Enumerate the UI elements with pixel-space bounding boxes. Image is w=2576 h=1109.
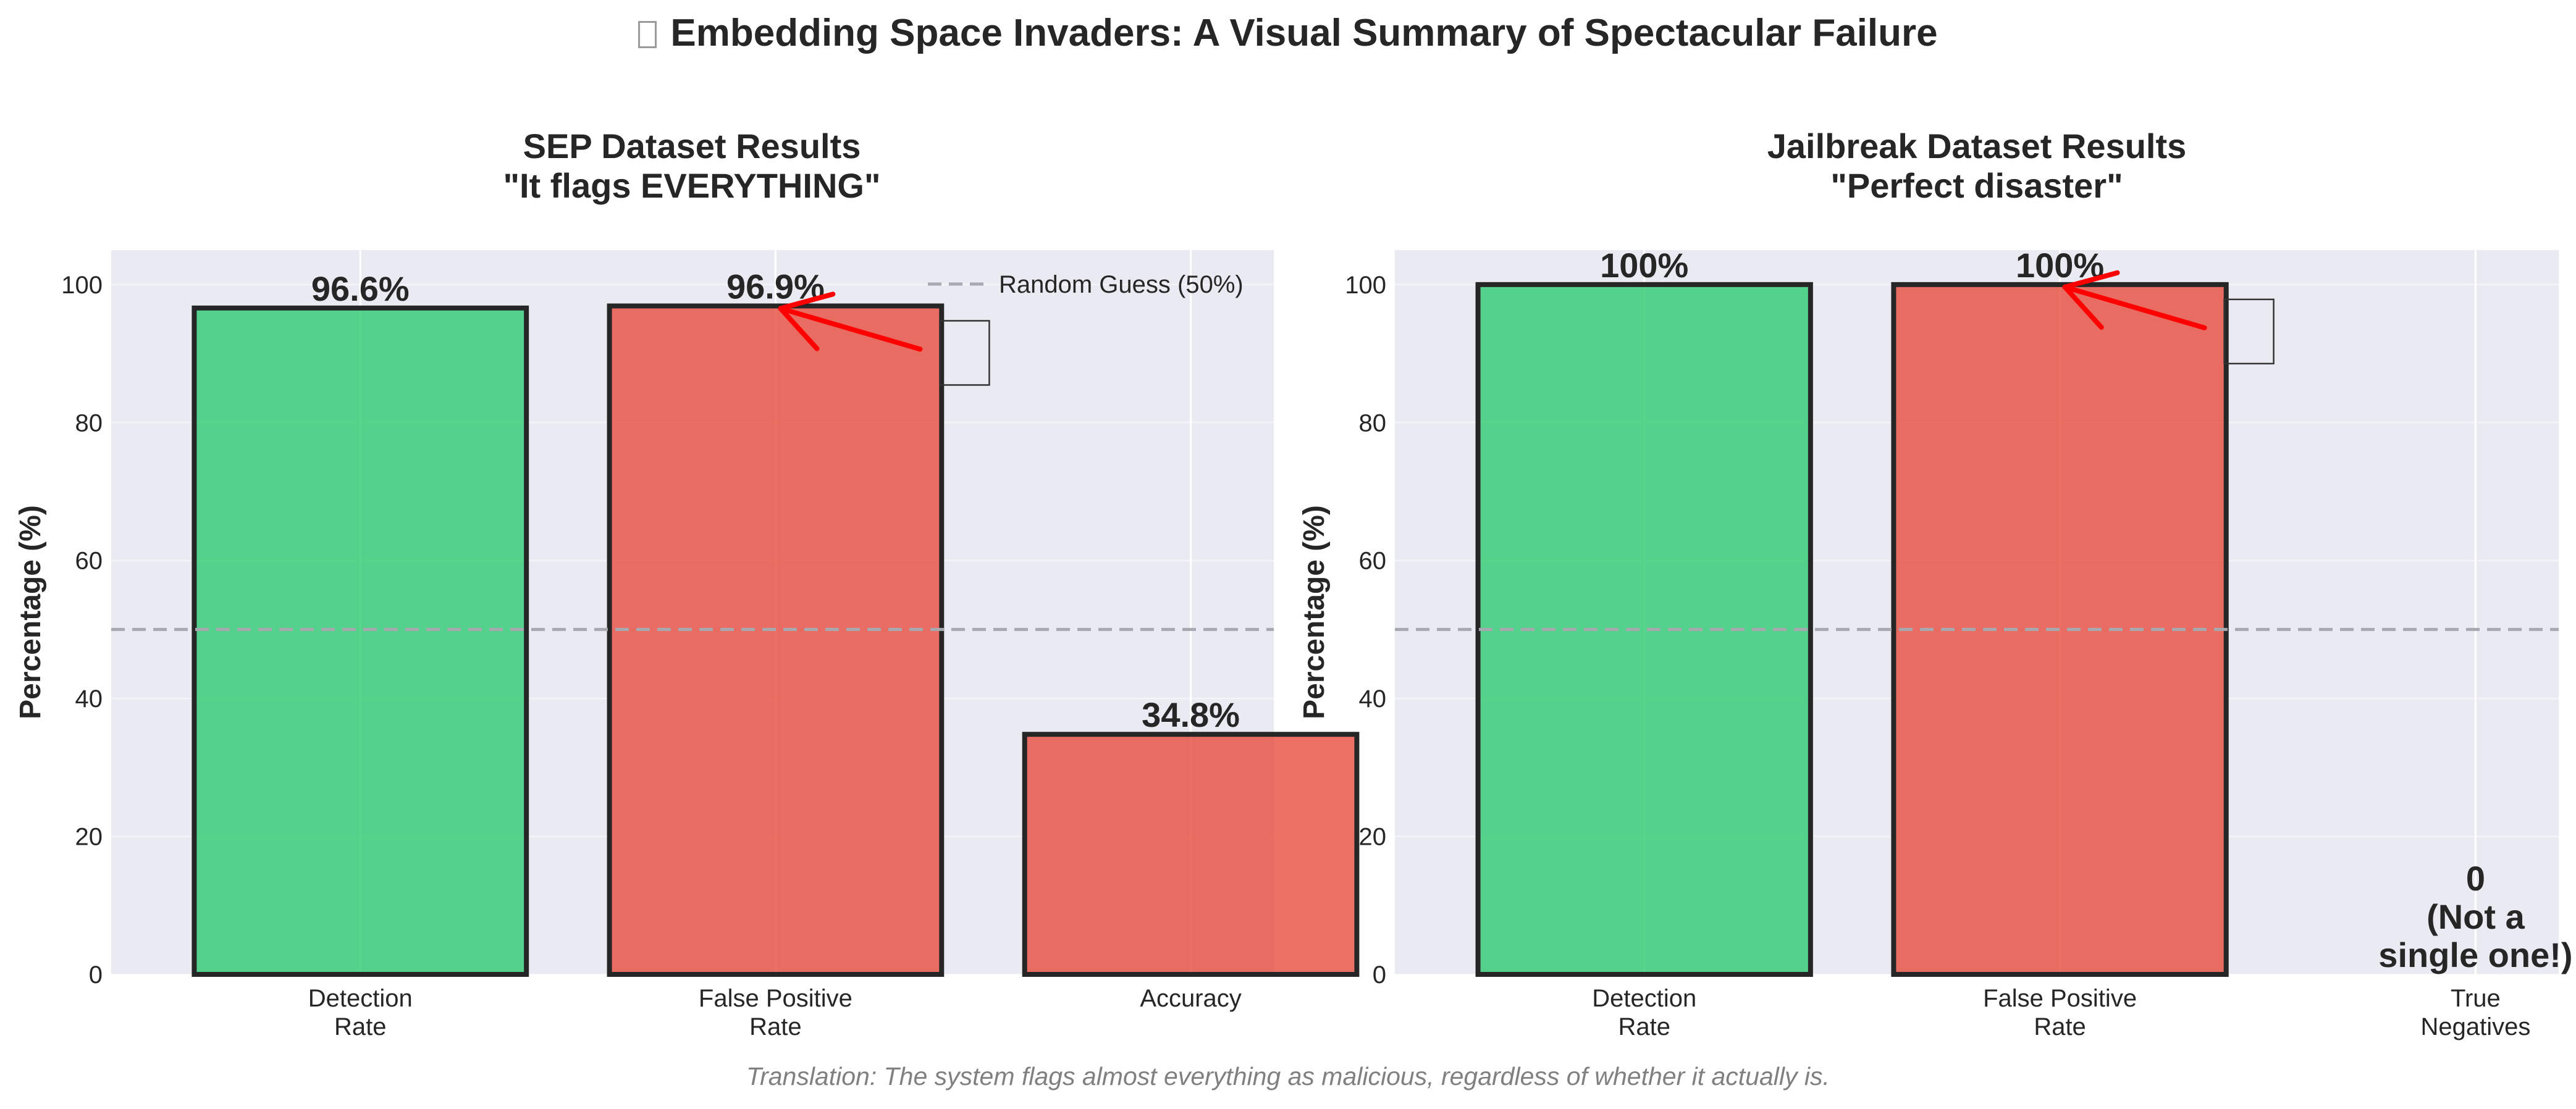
left-chart-title: SEP Dataset Results "It flags EVERYTHING… (111, 127, 1273, 206)
rocket-emoji-icon (638, 21, 657, 48)
right-x-tick-label: False Positive (1983, 985, 2137, 1012)
left-chart-title-line-1: SEP Dataset Results (523, 127, 861, 165)
left-x-tick-label: Detection (308, 985, 413, 1012)
left-legend-label: Random Guess (50%) (999, 271, 1244, 298)
right-annotation-arrowhead (2062, 284, 2104, 330)
right-emoji-placeholder-icon (2223, 298, 2275, 365)
right-chart-title-line-2: "Perfect disaster" (1830, 166, 2123, 205)
right-annotation-arrow (2062, 284, 2207, 330)
left-bar-1 (192, 305, 529, 977)
left-x-tick-label: False Positive (699, 985, 852, 1012)
left-annotation-arrowhead (778, 291, 836, 311)
left-x-tick-label: Rate (749, 1013, 802, 1040)
left-annotation-arrow (778, 306, 923, 352)
right-value-label-3: (Not a (2427, 897, 2525, 936)
figure-caption: Translation: The system flags almost eve… (746, 1062, 1830, 1090)
left-chart-title-line-2: "It flags EVERYTHING" (503, 166, 881, 205)
right-y-tick-label: 100 (1345, 272, 1386, 299)
right-annotation-arrowhead (2062, 270, 2120, 290)
left-x-tick-label: Rate (334, 1013, 387, 1040)
left-emoji-placeholder-icon (939, 320, 990, 386)
right-y-tick-label: 20 (1359, 824, 1387, 851)
right-y-tick-label: 80 (1359, 409, 1387, 437)
right-chart-title-line-1: Jailbreak Dataset Results (1767, 127, 2187, 165)
figure-title: Embedding Space Invaders: A Visual Summa… (0, 11, 2576, 55)
right-x-tick-label: Rate (2034, 1013, 2086, 1040)
right-x-tick-label: Detection (1592, 985, 1696, 1012)
left-y-tick-label: 40 (75, 685, 103, 713)
left-y-tick-label: 100 (61, 272, 103, 299)
right-x-tick-label: Rate (1618, 1013, 1670, 1040)
left-value-label-3: 34.8% (1142, 695, 1240, 734)
right-chart-title: Jailbreak Dataset Results "Perfect disas… (1396, 127, 2557, 206)
right-y-tick-label: 60 (1359, 548, 1387, 575)
right-value-label-3: single one!) (2378, 935, 2572, 974)
left-y-tick-label: 60 (75, 548, 103, 575)
right-y-axis-label: Percentage (%) (1298, 505, 1331, 719)
left-value-label-1: 96.6% (311, 269, 410, 308)
right-value-label-3: 0 (2466, 859, 2485, 898)
right-y-tick-label: 0 (1373, 961, 1386, 989)
left-x-tick-label: Accuracy (1140, 985, 1242, 1012)
left-y-tick-label: 80 (75, 409, 103, 437)
figure-title-text: Embedding Space Invaders: A Visual Summa… (670, 12, 1938, 54)
left-y-tick-label: 20 (75, 824, 103, 851)
right-value-label-1: 100% (1600, 246, 1688, 285)
right-y-tick-label: 40 (1359, 685, 1387, 713)
left-bar-3 (1022, 732, 1360, 977)
left-y-axis-label: Percentage (%) (14, 505, 47, 719)
left-bar-2 (607, 303, 945, 977)
left-y-tick-label: 0 (89, 961, 103, 989)
right-x-tick-label: True (2451, 985, 2501, 1012)
left-annotation-arrowhead (778, 306, 820, 351)
right-x-tick-label: Negatives (2420, 1013, 2530, 1040)
